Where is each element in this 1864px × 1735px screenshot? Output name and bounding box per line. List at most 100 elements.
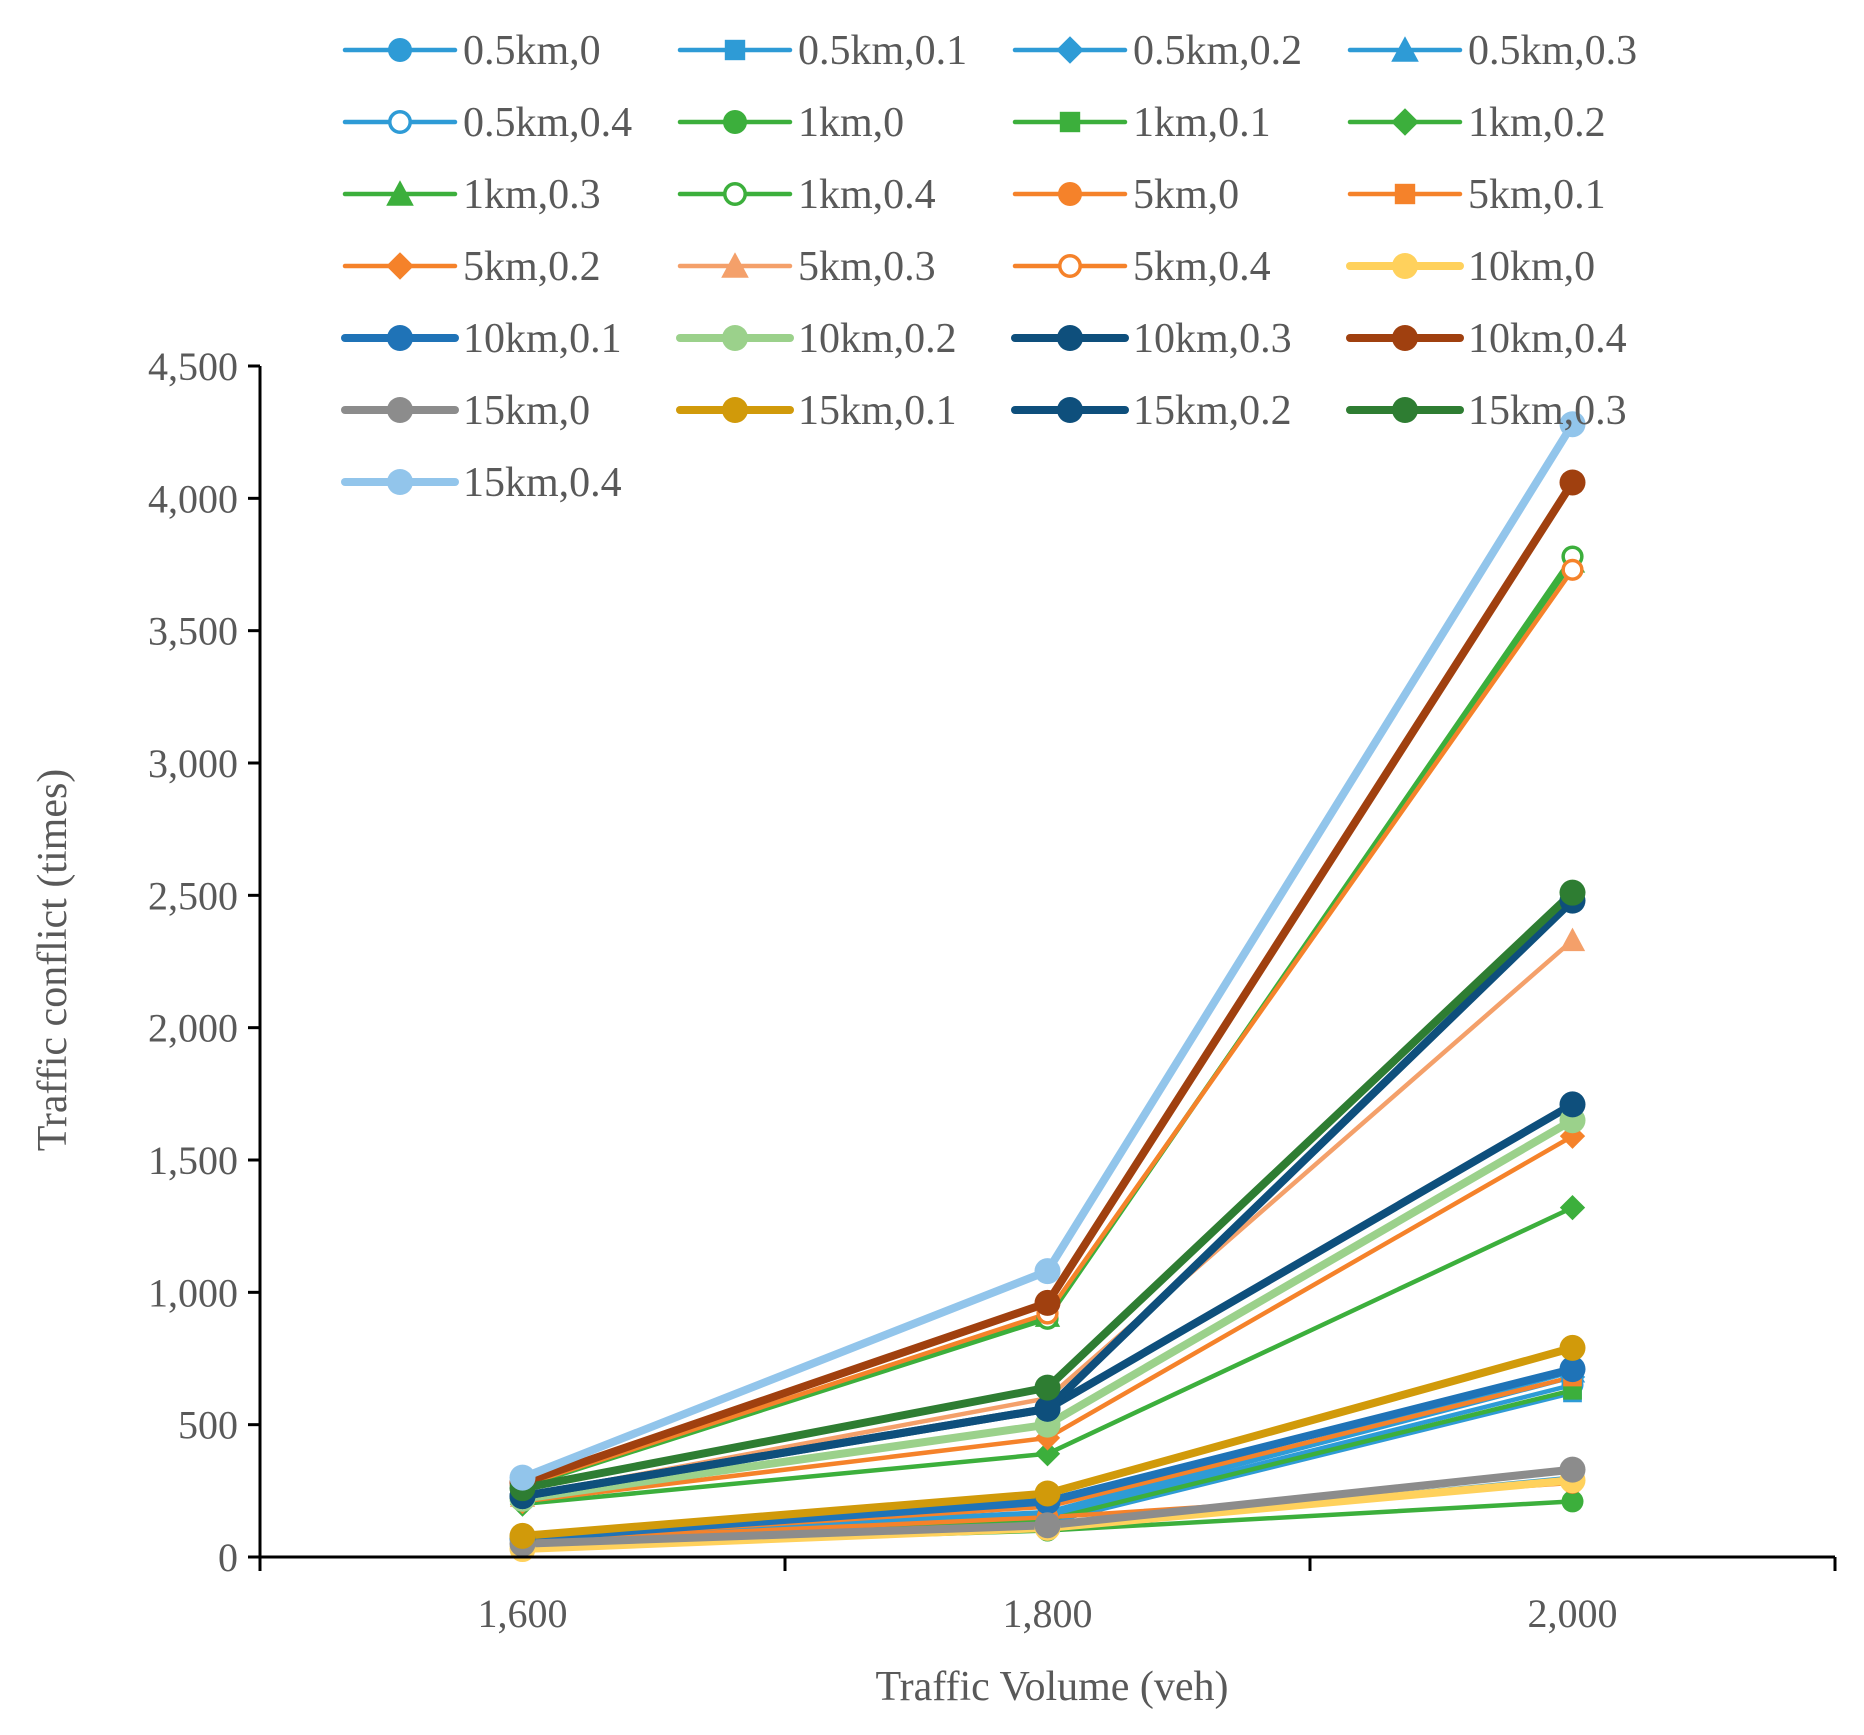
legend-label: 10km,0.4 — [1468, 316, 1627, 362]
legend-label: 10km,0.2 — [798, 316, 957, 362]
legend-swatch-marker — [722, 325, 748, 351]
y-tick-label-3: 1,500 — [148, 1138, 238, 1183]
series-line-10km-0-4 — [518, 478, 1577, 1487]
x-tick-label-1: 1,800 — [1003, 1591, 1093, 1636]
legend-item-5km-0-3: 5km,0.3 — [677, 244, 936, 290]
data-point-10km-0-3-2 — [1559, 1091, 1586, 1118]
data-point-1km-0-2-1 — [1034, 1441, 1061, 1467]
x-tick-label-2: 2,000 — [1528, 1591, 1618, 1636]
legend-label: 10km,0.3 — [1133, 316, 1292, 362]
legend-swatch-marker — [388, 110, 412, 134]
legend-item-0-5km-0-1: 0.5km,0.1 — [677, 28, 967, 74]
legend-label: 15km,0 — [463, 388, 590, 434]
legend-item-15km-0: 15km,0 — [341, 388, 590, 434]
legend-label: 1km,0.4 — [798, 172, 936, 218]
legend-item-10km-0-2: 10km,0.2 — [676, 316, 957, 362]
legend-label: 0.5km,0.2 — [1133, 28, 1302, 74]
legend-swatch-marker — [386, 180, 414, 206]
data-point-15km-0-4-2 — [1559, 411, 1586, 438]
legend-item-1km-0-2: 1km,0.2 — [1347, 100, 1606, 146]
legend-swatch-marker — [1391, 108, 1419, 136]
legend-swatch-marker — [1058, 254, 1082, 278]
legend-label: 10km,0 — [1468, 244, 1595, 290]
legend-item-10km-0-3: 10km,0.3 — [1011, 316, 1292, 362]
legend-swatch-marker — [1057, 325, 1083, 351]
legend-item-5km-0: 5km,0 — [1012, 172, 1239, 218]
legend-label: 1km,0.2 — [1468, 100, 1606, 146]
legend-swatch-marker — [1058, 182, 1082, 206]
legend-item-5km-0-1: 5km,0.1 — [1347, 172, 1606, 218]
legend-item-10km-0: 10km,0 — [1346, 244, 1595, 290]
data-point-15km-0-2 — [1559, 1456, 1586, 1483]
legend-swatch-marker — [722, 397, 748, 423]
legend-swatch-marker — [1391, 36, 1419, 62]
legend-label: 5km,0 — [1133, 172, 1239, 218]
legend-item-10km-0-1: 10km,0.1 — [341, 316, 622, 362]
legend-swatch-marker — [388, 38, 412, 62]
y-tick-label-1: 500 — [178, 1403, 238, 1448]
data-point-15km-0-4-1 — [1034, 1258, 1061, 1285]
legend-swatch-marker — [1392, 253, 1418, 279]
legend-label: 1km,0.1 — [1133, 100, 1271, 146]
axes: 0 500 1,000 1,500 2,000 2,500 3,000 3,500 4,000 4… — [148, 344, 1837, 1636]
legend-item-5km-0-2: 5km,0.2 — [342, 244, 601, 290]
legend-item-0-5km-0: 0.5km,0 — [342, 28, 601, 74]
legend-item-0-5km-0-3: 0.5km,0.3 — [1347, 28, 1637, 74]
legend-swatch-marker — [1394, 183, 1416, 205]
legend-item-0-5km-0-4: 0.5km,0.4 — [342, 100, 632, 146]
legend-label: 0.5km,0.1 — [798, 28, 967, 74]
series-line-5km-0-4 — [520, 567, 1575, 1488]
legend-swatch-marker — [387, 469, 413, 495]
y-tick-label-8: 4,000 — [148, 476, 238, 521]
data-point-15km-0-1 — [1034, 1512, 1061, 1539]
y-tick-label-5: 2,500 — [148, 873, 238, 918]
data-point-10km-0-1-2 — [1559, 1356, 1586, 1383]
legend-item-5km-0-4: 5km,0.4 — [1012, 244, 1271, 290]
y-tick-label-6: 3,000 — [148, 741, 238, 786]
series-line-1km-0-3 — [520, 559, 1575, 1488]
legend-item-10km-0-4: 10km,0.4 — [1346, 316, 1627, 362]
legend-item-1km-0: 1km,0 — [677, 100, 904, 146]
data-point-10km-0-4-1 — [1034, 1289, 1061, 1316]
legend: 0.5km,0 0.5km,0.1 0.5km,0.2 0.5km,0.3 0.5km,… — [341, 28, 1637, 506]
data-point-5km-0-3-2 — [1559, 927, 1586, 952]
y-tick-label-0: 0 — [218, 1535, 238, 1580]
legend-swatch-marker — [721, 252, 749, 278]
data-point-15km-0-4-0 — [509, 1464, 536, 1491]
legend-label: 0.5km,0.3 — [1468, 28, 1637, 74]
y-tick-label-9: 4,500 — [148, 344, 238, 389]
legend-swatch-marker — [386, 252, 414, 280]
legend-swatch-marker — [724, 39, 746, 61]
legend-swatch-marker — [1057, 397, 1083, 423]
legend-swatch-marker — [387, 325, 413, 351]
data-point-15km-0-2-1 — [1034, 1395, 1061, 1422]
legend-swatch-marker — [1059, 111, 1081, 133]
legend-label: 5km,0.3 — [798, 244, 936, 290]
legend-item-1km-0-1: 1km,0.1 — [1012, 100, 1271, 146]
data-point-1km-0-2-2 — [1559, 1194, 1586, 1221]
legend-label: 0.5km,0 — [463, 28, 601, 74]
legend-swatch-marker — [723, 182, 747, 206]
x-tick-label-0: 1,600 — [478, 1591, 568, 1636]
y-axis-title: Traffic conflict (times) — [30, 769, 76, 1152]
legend-label: 5km,0.1 — [1468, 172, 1606, 218]
legend-label: 15km,0.1 — [798, 388, 957, 434]
legend-label: 15km,0.4 — [463, 460, 622, 506]
y-tick-label-7: 3,500 — [148, 609, 238, 654]
data-point-15km-0-1-1 — [1034, 1480, 1061, 1507]
legend-swatch-marker — [1392, 397, 1418, 423]
legend-item-15km-0-1: 15km,0.1 — [676, 388, 957, 434]
legend-label: 10km,0.1 — [463, 316, 622, 362]
legend-item-15km-0-3: 15km,0.3 — [1346, 388, 1627, 434]
legend-label: 1km,0.3 — [463, 172, 601, 218]
legend-swatch-marker — [1056, 36, 1084, 64]
series-markers — [509, 411, 1586, 1563]
data-point-1km-0-2 — [1561, 1490, 1584, 1513]
legend-swatch-marker — [1392, 325, 1418, 351]
legend-label: 15km,0.2 — [1133, 388, 1292, 434]
legend-item-15km-0-2: 15km,0.2 — [1011, 388, 1292, 434]
legend-label: 0.5km,0.4 — [463, 100, 632, 146]
legend-swatch-marker — [387, 397, 413, 423]
